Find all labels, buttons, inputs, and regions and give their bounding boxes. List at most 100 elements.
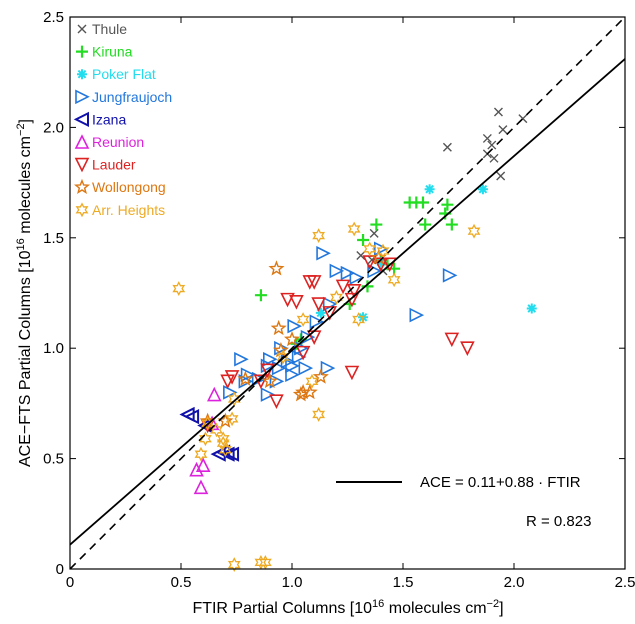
data-point-wollongong — [237, 370, 254, 386]
data-point-lauder — [382, 257, 397, 273]
data-point-jungfraujoch — [367, 263, 382, 279]
regression-line — [69, 58, 626, 546]
data-point-jungfraujoch — [223, 385, 238, 400]
legend-label-kiruna: Kiruna — [92, 44, 133, 60]
y-tick-label: 0.5 — [43, 451, 64, 468]
legend-label-jungfraujoch: Jungfraujoch — [92, 89, 172, 105]
data-point-arr-heights — [199, 431, 212, 447]
data-point-arr-heights — [329, 290, 343, 305]
data-point-lauder — [280, 292, 295, 308]
x-axis-label: FTIR Partial Columns [1016 molecules cm−… — [192, 598, 503, 617]
data-point-lauder — [460, 341, 475, 356]
data-point-kiruna — [357, 234, 370, 247]
x-tick-label: 2.5 — [615, 574, 635, 591]
data-point-jungfraujoch — [269, 374, 285, 389]
legend-label-lauder: Lauder — [92, 157, 136, 173]
data-point-wollongong — [312, 368, 329, 384]
data-point-arr-heights — [225, 411, 239, 427]
data-point-arr-heights — [218, 442, 232, 458]
data-point-thule — [498, 125, 508, 135]
data-point-thule — [489, 153, 499, 163]
data-point-jungfraujoch — [409, 307, 425, 323]
data-point-kiruna — [254, 289, 267, 302]
data-point-poker-flat — [526, 303, 537, 314]
data-point-arr-heights — [296, 312, 310, 327]
legend-item-izana: Izana — [73, 111, 126, 128]
legend-marker-lauder — [74, 157, 90, 173]
data-point-jungfraujoch — [373, 241, 389, 257]
data-point-jungfraujoch — [234, 351, 249, 367]
data-point-lauder — [269, 394, 284, 409]
data-point-lauder — [444, 332, 460, 348]
one-to-one-line — [69, 16, 626, 570]
x-tick-label: 0.5 — [171, 574, 192, 591]
legend-label-arr-heights: Arr. Heights — [92, 202, 165, 218]
fit-equation-label: ACE = 0.11+0.88 · FTIR — [420, 474, 581, 491]
data-point-reunion — [193, 479, 209, 495]
data-point-jungfraujoch — [285, 358, 300, 374]
y-tick-label: 2.0 — [43, 119, 64, 136]
legend-label-reunion: Reunion — [92, 134, 144, 150]
data-point-thule — [496, 171, 506, 181]
data-point-kiruna — [441, 198, 454, 211]
data-point-arr-heights — [258, 554, 272, 570]
data-point-arr-heights — [352, 312, 366, 327]
legend-marker-poker-flat — [77, 69, 87, 80]
legend-item-lauder: Lauder — [74, 157, 136, 173]
data-point-wollongong — [272, 341, 289, 358]
data-point-jungfraujoch — [320, 360, 336, 376]
annotations: ACE = 0.11+0.88 · FTIR R = 0.823 — [336, 474, 591, 530]
data-point-lauder — [346, 283, 362, 299]
data-point-lauder — [311, 297, 326, 312]
data-point-poker-flat — [424, 184, 435, 195]
legend-item-kiruna: Kiruna — [76, 44, 133, 60]
data-point-kiruna — [419, 218, 432, 231]
x-tick-label: 1.0 — [282, 574, 303, 591]
data-point-arr-heights — [312, 407, 326, 422]
data-point-jungfraujoch — [291, 349, 307, 365]
data-point-wollongong — [261, 372, 278, 389]
data-point-arr-heights — [347, 221, 361, 237]
y-tick-label: 2.5 — [43, 9, 64, 26]
data-point-arr-heights — [363, 241, 377, 257]
data-point-reunion — [189, 461, 204, 477]
data-point-jungfraujoch — [262, 351, 278, 367]
data-point-jungfraujoch — [340, 265, 356, 281]
data-point-jungfraujoch — [309, 314, 325, 329]
data-point-kiruna — [445, 218, 458, 231]
data-point-arr-heights — [172, 281, 186, 296]
data-point-wollongong — [270, 319, 287, 336]
y-tick-label: 1.5 — [43, 230, 64, 247]
x-tick-label: 0 — [66, 574, 74, 591]
data-point-kiruna — [361, 280, 374, 293]
data-point-arr-heights — [216, 431, 230, 447]
data-point-jungfraujoch — [349, 270, 365, 285]
data-point-wollongong — [283, 330, 301, 347]
data-point-jungfraujoch — [260, 387, 276, 402]
fit-lines — [69, 16, 626, 570]
legend-marker-kiruna — [76, 45, 88, 58]
legend-item-wollongong: Wollongong — [73, 178, 166, 195]
data-point-jungfraujoch — [298, 360, 314, 376]
legend-marker-jungfraujoch — [75, 89, 90, 105]
data-point-izana — [223, 446, 240, 462]
legend-marker-izana — [73, 111, 89, 128]
legend-label-poker-flat: Poker Flat — [92, 66, 156, 82]
x-tick-label: 2.0 — [504, 574, 525, 591]
r-value-label: R = 0.823 — [526, 513, 591, 530]
data-point-kiruna — [416, 196, 429, 209]
data-point-arr-heights — [467, 223, 481, 239]
legend-item-thule: Thule — [77, 21, 127, 37]
data-point-arr-heights — [387, 272, 401, 288]
data-point-lauder — [306, 275, 322, 290]
legend-item-arr-heights: Arr. Heights — [75, 202, 165, 218]
data-point-arr-heights — [254, 554, 268, 570]
data-point-poker-flat — [477, 184, 488, 195]
data-point-jungfraujoch — [240, 367, 256, 382]
legend-label-wollongong: Wollongong — [92, 179, 166, 195]
data-point-thule — [482, 133, 492, 143]
y-axis-label: ACE−FTS Partial Columns [1016 molecules … — [15, 119, 34, 467]
legend: Thule Kiruna Poker Flat Jungfraujoch Izana Re… — [73, 21, 172, 218]
